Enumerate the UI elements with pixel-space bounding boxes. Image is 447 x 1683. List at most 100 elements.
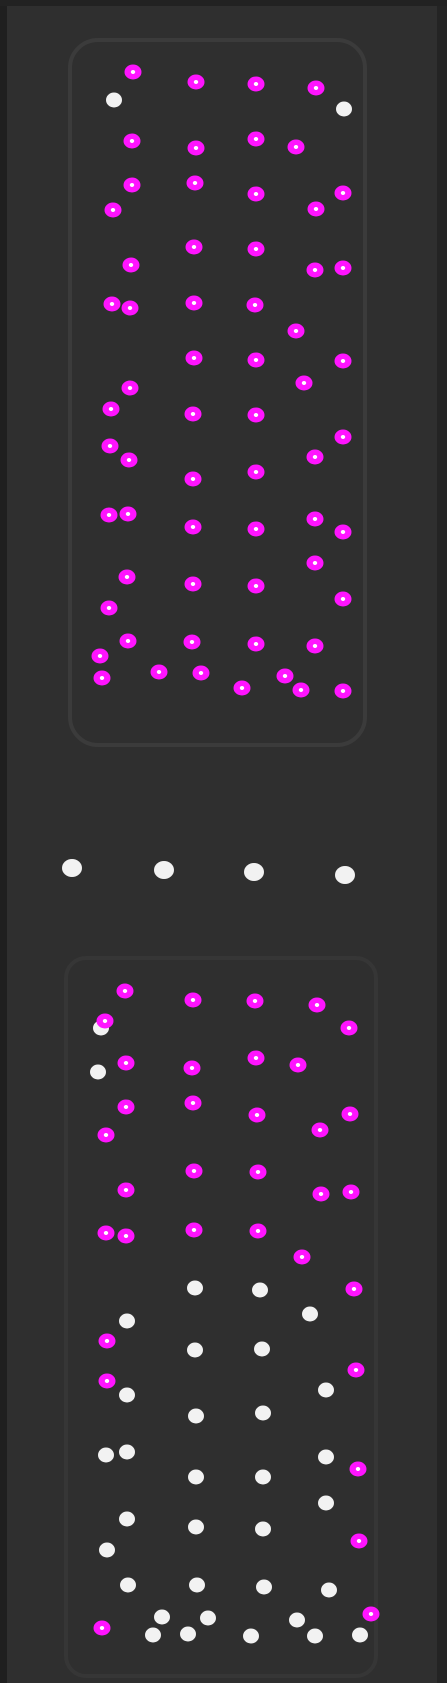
fluorescent-dot bbox=[98, 1447, 114, 1463]
marked-dot bbox=[306, 555, 324, 571]
fluorescent-dot bbox=[255, 1521, 271, 1537]
separator-dot bbox=[244, 863, 264, 881]
dot-core bbox=[293, 329, 299, 333]
marked-dot bbox=[233, 680, 251, 696]
dot-core bbox=[193, 146, 199, 150]
marked-dot bbox=[334, 524, 352, 540]
fluorescent-dot bbox=[188, 1408, 204, 1424]
marked-dot bbox=[185, 295, 203, 311]
dot-core bbox=[313, 86, 319, 90]
dot-core bbox=[318, 1192, 324, 1196]
dot-core bbox=[190, 412, 196, 416]
marked-dot bbox=[100, 507, 118, 523]
marked-dot bbox=[117, 1182, 135, 1198]
marked-dot bbox=[334, 591, 352, 607]
marked-dot bbox=[185, 350, 203, 366]
marked-dot bbox=[247, 241, 265, 257]
dot-core bbox=[340, 689, 346, 693]
fluorescent-dot bbox=[255, 1405, 271, 1421]
dot-core bbox=[103, 1133, 109, 1137]
marked-dot bbox=[117, 1099, 135, 1115]
dot-core bbox=[190, 477, 196, 481]
dot-core bbox=[340, 530, 346, 534]
dot-core bbox=[191, 301, 197, 305]
fluorescent-dot bbox=[289, 1612, 305, 1628]
marked-dot bbox=[185, 239, 203, 255]
top-edge-shadow bbox=[0, 0, 447, 6]
dot-core bbox=[252, 303, 258, 307]
marked-dot bbox=[247, 578, 265, 594]
dot-core bbox=[253, 82, 259, 86]
marked-dot bbox=[246, 297, 264, 313]
dot-core bbox=[313, 207, 319, 211]
marked-dot bbox=[184, 1095, 202, 1111]
marked-dot bbox=[295, 375, 313, 391]
dot-core bbox=[102, 1019, 108, 1023]
marked-dot bbox=[184, 992, 202, 1008]
marked-dot bbox=[184, 576, 202, 592]
dot-core bbox=[189, 640, 195, 644]
fluorescent-dot bbox=[154, 1609, 170, 1625]
fluorescent-dot bbox=[120, 1577, 136, 1593]
dot-core bbox=[348, 1190, 354, 1194]
marked-dot bbox=[362, 1606, 380, 1622]
marked-dot bbox=[249, 1164, 267, 1180]
dot-core bbox=[253, 642, 259, 646]
marked-dot bbox=[184, 519, 202, 535]
lower-well-outline bbox=[64, 956, 378, 1678]
marked-dot bbox=[123, 133, 141, 149]
dot-core bbox=[340, 191, 346, 195]
dot-core bbox=[340, 359, 346, 363]
marked-dot bbox=[307, 80, 325, 96]
dot-core bbox=[255, 1229, 261, 1233]
marked-dot bbox=[97, 1225, 115, 1241]
right-edge-shadow bbox=[437, 0, 447, 1683]
marked-dot bbox=[306, 638, 324, 654]
dot-core bbox=[191, 356, 197, 360]
dot-core bbox=[312, 517, 318, 521]
fluorescent-dot bbox=[90, 1064, 106, 1080]
marked-dot bbox=[103, 296, 121, 312]
marked-dot bbox=[292, 682, 310, 698]
dot-core bbox=[312, 455, 318, 459]
marked-dot bbox=[334, 683, 352, 699]
dot-core bbox=[253, 470, 259, 474]
dot-core bbox=[129, 139, 135, 143]
fluorescent-dot bbox=[119, 1313, 135, 1329]
marked-dot bbox=[97, 1127, 115, 1143]
fluorescent-dot bbox=[254, 1341, 270, 1357]
dot-core bbox=[123, 1061, 129, 1065]
dot-core bbox=[293, 145, 299, 149]
fluorescent-dot bbox=[188, 1469, 204, 1485]
dot-core bbox=[110, 208, 116, 212]
dot-core bbox=[355, 1467, 361, 1471]
marked-dot bbox=[247, 1050, 265, 1066]
fluorescent-dot bbox=[243, 1628, 259, 1644]
dot-core bbox=[340, 597, 346, 601]
dot-core bbox=[106, 606, 112, 610]
dot-core bbox=[368, 1612, 374, 1616]
marked-dot bbox=[123, 177, 141, 193]
dot-core bbox=[123, 1234, 129, 1238]
dot-core bbox=[298, 688, 304, 692]
marked-dot bbox=[101, 438, 119, 454]
unmarked-dots bbox=[90, 92, 368, 1644]
dot-core bbox=[123, 1188, 129, 1192]
separator-dot bbox=[335, 866, 355, 884]
marked-dots bbox=[91, 64, 380, 1636]
dot-core bbox=[190, 525, 196, 529]
dot-core bbox=[312, 644, 318, 648]
marked-dot bbox=[93, 670, 111, 686]
marked-dot bbox=[334, 353, 352, 369]
fluorescent-dot bbox=[119, 1511, 135, 1527]
dot-core bbox=[191, 245, 197, 249]
marked-dot bbox=[334, 260, 352, 276]
dot-core bbox=[123, 1105, 129, 1109]
dot-core bbox=[301, 381, 307, 385]
marked-dot bbox=[117, 1055, 135, 1071]
dot-core bbox=[190, 998, 196, 1002]
dot-core bbox=[191, 1228, 197, 1232]
separator-dot bbox=[62, 859, 82, 877]
